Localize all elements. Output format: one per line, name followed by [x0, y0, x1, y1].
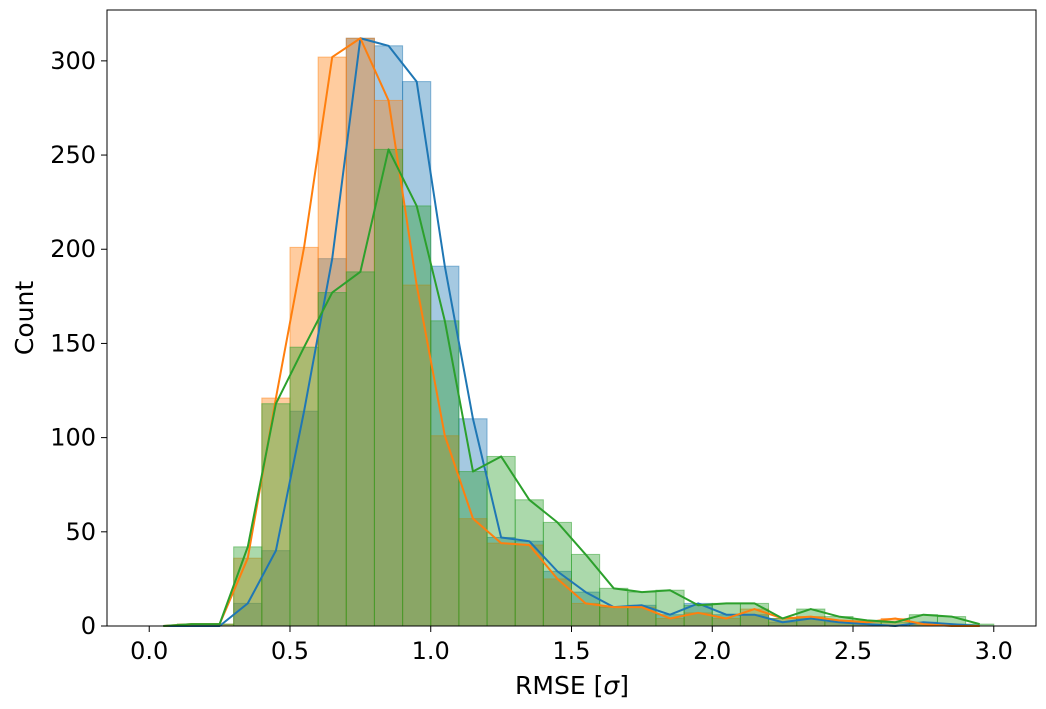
series-1-bars [176, 37, 938, 627]
bar [317, 258, 347, 627]
series-2-line [163, 148, 980, 627]
series-1-line [163, 37, 980, 627]
x-tick-label: 1.5 [552, 637, 590, 665]
bar [486, 542, 516, 627]
axes: 0.0 0.5 1.0 1.5 2.0 2.5 3.0 0 50 100 150 200 250 300 [50, 9, 1037, 665]
x-tick-label: 1.0 [412, 637, 450, 665]
y-tick-label: 300 [50, 47, 96, 75]
y-tick-label: 150 [50, 329, 96, 357]
x-tick-label: 2.0 [693, 637, 731, 665]
bar [458, 471, 488, 627]
y-tick-label: 200 [50, 235, 96, 263]
bar [402, 205, 432, 627]
density-lines [163, 37, 980, 627]
series-2-bars [176, 148, 995, 627]
bar [289, 346, 319, 627]
x-tick-label: 3.0 [975, 637, 1013, 665]
x-tick-label: 0.5 [271, 637, 309, 665]
series-0-line [163, 37, 980, 627]
bar [345, 271, 375, 627]
x-tick-label: 0.0 [130, 637, 168, 665]
bar [514, 499, 544, 627]
bar [373, 148, 404, 627]
y-tick-label: 0 [81, 612, 96, 640]
bar [233, 557, 263, 627]
bar [458, 518, 488, 627]
series-0-bars [233, 37, 967, 627]
bar [317, 56, 347, 627]
y-tick-label: 50 [65, 518, 96, 546]
x-axis-label: RMSE [σ] [515, 671, 629, 700]
bar [261, 550, 291, 627]
bar [486, 455, 516, 627]
bar [261, 397, 291, 627]
y-tick-label: 250 [50, 141, 96, 169]
x-tick-label: 2.5 [834, 637, 872, 665]
bar [261, 403, 291, 627]
bar [430, 320, 460, 627]
y-tick-label: 100 [50, 424, 96, 452]
bar [317, 292, 347, 627]
histogram-bars [176, 37, 995, 627]
bar [430, 435, 460, 627]
bar [542, 521, 573, 627]
y-axis-label: Count [10, 281, 39, 355]
